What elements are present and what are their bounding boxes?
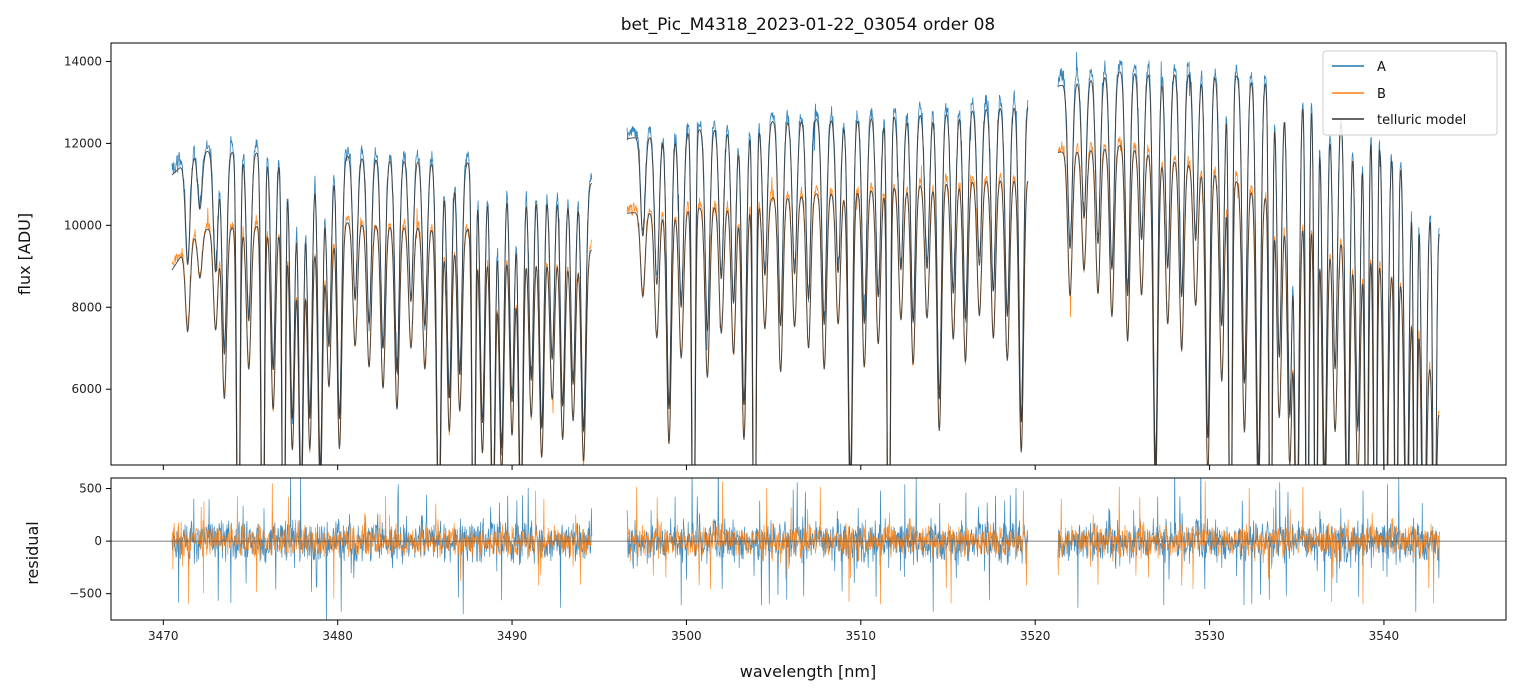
x-tick-label: 3470: [148, 629, 179, 643]
y-tick-label: 6000: [71, 382, 102, 396]
x-tick-label: 3480: [322, 629, 353, 643]
x-tick-label: 3490: [497, 629, 528, 643]
flux-ylabel: flux [ADU]: [15, 213, 34, 295]
residual-axes-frame: [110, 477, 1507, 621]
x-tick-label: 3540: [1369, 629, 1400, 643]
residual-ylabel: residual: [23, 521, 42, 584]
residual-b-line: [626, 481, 1029, 605]
y-tick-label: 500: [79, 482, 102, 496]
telluric-model-a-line: [171, 150, 593, 465]
legend-label-a: A: [1377, 60, 1386, 75]
x-tick-label: 3520: [1020, 629, 1051, 643]
residual-a-line: [171, 478, 593, 620]
y-tick-label: 0: [94, 534, 102, 548]
residual-b-line: [171, 483, 593, 604]
y-tick-label: 12000: [64, 136, 102, 150]
residual-b-line: [1057, 481, 1440, 605]
legend: A B telluric model: [1322, 50, 1498, 136]
flux-axes-frame: [110, 42, 1507, 466]
legend-label-b: B: [1377, 87, 1386, 102]
y-tick-label: 14000: [64, 54, 102, 68]
y-tick-label: 8000: [71, 300, 102, 314]
chart-title: bet_Pic_M4318_2023-01-22_03054 order 08: [621, 15, 995, 35]
y-tick-label: −500: [69, 587, 102, 601]
telluric-model-b-line: [1057, 144, 1440, 465]
legend-box: [1322, 50, 1498, 136]
flux-panel: 6000 8000 10000 12000 14000 flux [ADU] A B t…: [15, 42, 1507, 470]
residual-panel: −500 0 500 3470 3480 3490 3500 3510 3520 3530 354…: [23, 477, 1507, 643]
x-axis-label: wavelength [nm]: [740, 662, 877, 681]
x-tick-label: 3510: [846, 629, 877, 643]
telluric-model-b-line: [627, 180, 1029, 465]
x-tick-label: 3530: [1194, 629, 1225, 643]
telluric-model-b-line: [171, 222, 593, 465]
x-tick-label: 3500: [671, 629, 702, 643]
legend-label-telluric: telluric model: [1377, 113, 1466, 128]
y-tick-label: 10000: [64, 218, 102, 232]
telluric-model-a-line: [627, 107, 1029, 465]
telluric-model-a-line: [1057, 71, 1440, 465]
